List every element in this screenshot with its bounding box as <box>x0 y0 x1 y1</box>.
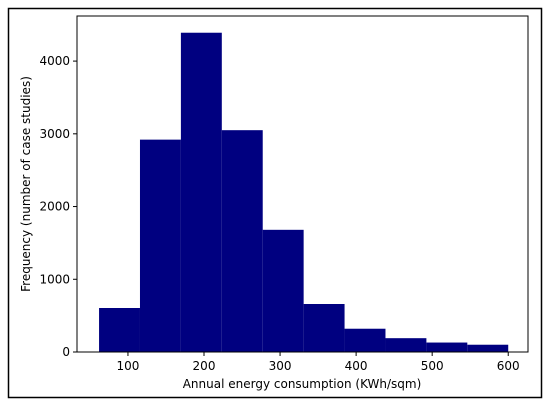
x-tick-label: 500 <box>421 359 444 373</box>
x-tick-label: 200 <box>193 359 216 373</box>
x-axis-label: Annual energy consumption (KWh/sqm) <box>183 377 422 391</box>
x-tick-label: 600 <box>497 359 520 373</box>
bar <box>262 229 304 352</box>
plot-area <box>76 15 529 353</box>
y-tick-label: 0 <box>62 345 70 359</box>
y-tick-label: 1000 <box>39 272 70 286</box>
bar <box>426 342 468 352</box>
y-tick-label: 4000 <box>39 54 70 68</box>
bar <box>139 139 181 352</box>
bar <box>221 130 263 352</box>
bar <box>180 32 222 353</box>
x-tick-label: 100 <box>117 359 140 373</box>
bar <box>99 308 140 352</box>
bar <box>303 304 345 352</box>
y-tick-label: 2000 <box>39 200 70 214</box>
y-axis-label: Frequency (number of case studies) <box>19 76 33 292</box>
frame-border <box>7 7 543 399</box>
bar <box>385 338 427 352</box>
x-tick-label: 300 <box>269 359 292 373</box>
y-tick-label: 3000 <box>39 127 70 141</box>
x-tick-label: 400 <box>345 359 368 373</box>
bar <box>467 344 509 352</box>
bar <box>344 328 386 352</box>
